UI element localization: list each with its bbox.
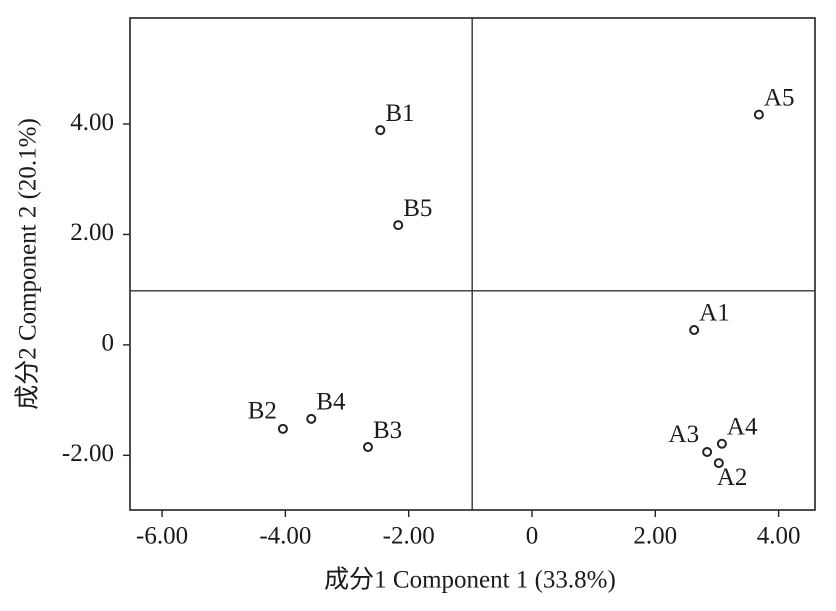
point-label: A1 [699,300,730,327]
point [375,125,386,136]
y-axis-title: 成分2 Component 2 (20.1%) [14,118,42,410]
x-tick-label: -6.00 [136,523,188,550]
point [277,423,288,434]
point [393,220,404,231]
point [713,458,724,469]
point-label: A4 [727,413,758,440]
x-tick-label: 0 [526,523,539,550]
point [689,324,700,335]
point-label: A3 [669,421,700,448]
point [716,438,727,449]
point [753,109,764,120]
x-tick-label: 4.00 [757,523,801,550]
point-label: A5 [764,84,795,111]
point-label: B2 [248,398,277,425]
point [702,447,713,458]
point-label: B1 [385,100,414,127]
x-tick-label: -2.00 [383,523,435,550]
x-tick-label: 2.00 [633,523,677,550]
y-tick-label: 0 [102,330,115,357]
point-label: A2 [717,464,748,491]
x-tick-label: -4.00 [259,523,311,550]
x-axis-title: 成分1 Component 1 (33.8%) [324,566,616,594]
point [362,442,373,453]
point [306,413,317,424]
point-label: B3 [373,417,402,444]
y-tick-label: 4.00 [70,109,114,136]
point-label: B5 [403,195,432,222]
y-tick-label: 2.00 [70,219,114,246]
y-tick-label: -2.00 [62,440,114,467]
point-label: B4 [316,389,346,416]
